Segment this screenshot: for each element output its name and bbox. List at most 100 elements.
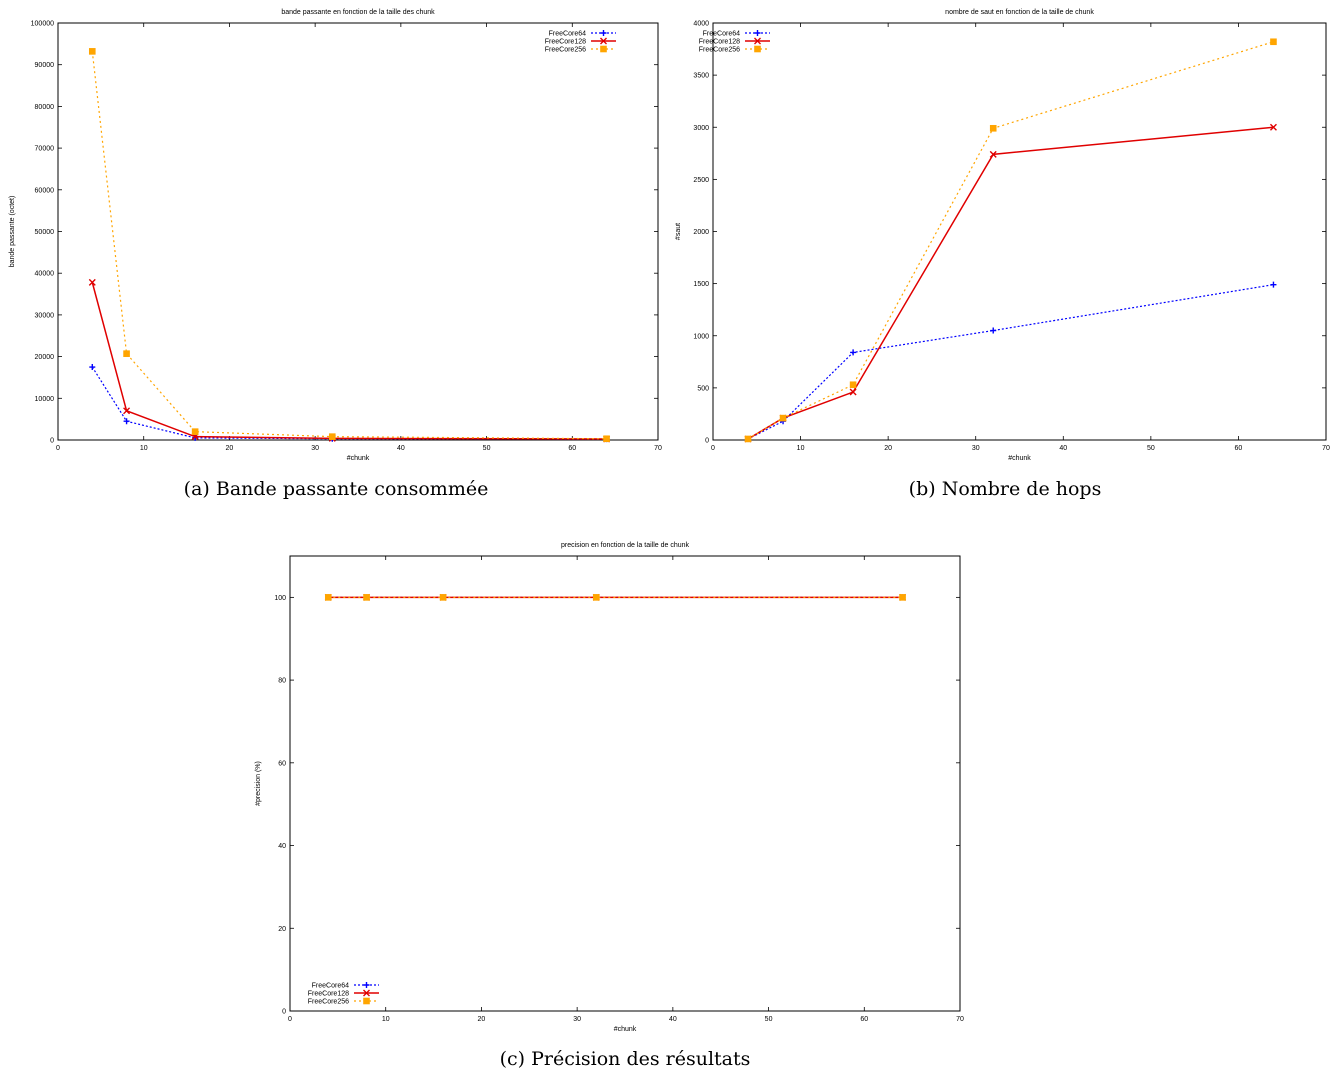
x-tick-label: 50	[483, 445, 491, 452]
x-tick-label: 40	[1059, 445, 1067, 452]
x-axis-label: #chunk	[347, 455, 370, 462]
x-axis-label: #chunk	[1008, 455, 1031, 462]
y-tick-label: 30000	[35, 312, 55, 319]
y-tick-label: 80000	[35, 104, 55, 111]
legend-label: FreeCore256	[699, 47, 740, 54]
y-tick-label: 2000	[693, 229, 709, 236]
x-tick-label: 0	[711, 445, 715, 452]
x-tick-label: 60	[568, 445, 576, 452]
x-tick-label: 50	[1147, 445, 1155, 452]
data-point-FreeCore64	[850, 349, 857, 356]
legend-marker	[600, 37, 607, 45]
data-point-FreeCore256	[592, 594, 600, 601]
y-axis-label: #saut	[675, 223, 682, 240]
data-point-FreeCore256	[779, 414, 787, 422]
y-tick-label: 40000	[35, 271, 55, 278]
legend-label: FreeCore128	[545, 39, 586, 46]
y-tick-label: 1000	[693, 333, 709, 340]
x-tick-label: 40	[669, 1016, 677, 1023]
y-tick-label: 70000	[35, 146, 55, 153]
data-point-FreeCore256	[1270, 38, 1277, 46]
data-point-FreeCore128	[123, 407, 131, 415]
y-tick-label: 60	[278, 760, 286, 767]
data-point-FreeCore256	[439, 594, 447, 601]
y-axis-label: #precision (%)	[255, 761, 262, 806]
legend-marker	[363, 997, 370, 1005]
legend-marker	[754, 45, 761, 53]
y-tick-label: 1500	[693, 281, 709, 288]
legend-label: FreeCore64	[703, 31, 740, 38]
y-tick-label: 50000	[35, 229, 55, 236]
data-point-FreeCore64	[89, 364, 96, 371]
data-point-FreeCore256	[849, 381, 857, 389]
x-tick-label: 20	[884, 445, 892, 452]
data-point-FreeCore256	[603, 435, 610, 443]
legend-label: FreeCore256	[545, 47, 586, 54]
x-tick-label: 50	[765, 1016, 773, 1023]
data-point-FreeCore256	[324, 594, 332, 601]
y-tick-label: 20	[278, 926, 286, 933]
x-tick-label: 60	[860, 1016, 868, 1023]
x-tick-label: 20	[478, 1016, 486, 1023]
legend-marker	[600, 30, 607, 36]
x-tick-label: 20	[226, 445, 234, 452]
plot-frame	[289, 555, 961, 1012]
y-tick-label: 0	[282, 1009, 286, 1016]
data-point-FreeCore256	[88, 48, 96, 55]
x-tick-label: 70	[1322, 445, 1330, 452]
y-tick-label: 90000	[35, 62, 55, 69]
x-tick-label: 70	[654, 445, 662, 452]
legend-marker	[363, 989, 370, 997]
x-tick-label: 30	[972, 445, 980, 452]
chart-title: nombre de saut en fonction de la taille …	[945, 9, 1094, 16]
legend-label: FreeCore64	[312, 983, 349, 990]
legend-marker	[363, 982, 370, 988]
y-tick-label: 10000	[35, 396, 55, 403]
y-tick-label: 100	[274, 595, 286, 602]
data-point-FreeCore256	[191, 428, 199, 435]
data-point-FreeCore256	[363, 594, 370, 601]
x-tick-label: 70	[956, 1016, 964, 1023]
data-point-FreeCore64	[123, 418, 130, 425]
chart-3: precision en fonction de la taille de ch…	[255, 542, 964, 1033]
data-point-FreeCore256	[989, 124, 997, 132]
y-tick-label: 2500	[693, 177, 709, 184]
x-tick-label: 0	[56, 445, 60, 452]
y-axis-label: bande passante (octet)	[9, 196, 16, 268]
caption-a: (a) Bande passante consommée	[183, 478, 489, 500]
y-tick-label: 3000	[693, 125, 709, 132]
caption-c: (c) Précision des résultats	[499, 1048, 751, 1070]
series-line-FreeCore128	[91, 282, 607, 440]
legend-label: FreeCore256	[308, 999, 349, 1006]
legend-label: FreeCore128	[699, 39, 740, 46]
x-tick-label: 60	[1235, 445, 1243, 452]
y-tick-label: 0	[705, 438, 709, 445]
legend-marker	[754, 30, 761, 36]
series-line-FreeCore64	[747, 284, 1274, 440]
x-tick-label: 10	[797, 445, 805, 452]
legend-marker	[600, 45, 607, 53]
data-point-FreeCore256	[328, 433, 336, 440]
x-tick-label: 30	[311, 445, 319, 452]
legend-marker	[754, 37, 761, 45]
legend-label: FreeCore128	[308, 991, 349, 998]
data-point-FreeCore256	[744, 435, 752, 443]
chart-2: nombre de saut en fonction de la taille …	[675, 9, 1330, 462]
x-tick-label: 10	[382, 1016, 390, 1023]
data-point-FreeCore128	[989, 150, 997, 158]
y-tick-label: 4000	[693, 21, 709, 28]
y-tick-label: 40	[278, 843, 286, 850]
y-tick-label: 100000	[31, 21, 54, 28]
chart-1: bande passante en fonction de la taille …	[9, 9, 662, 462]
series-line-FreeCore256	[747, 41, 1274, 440]
plot-frame	[712, 22, 1327, 441]
series-line-FreeCore64	[91, 366, 607, 440]
data-point-FreeCore64	[1270, 281, 1277, 288]
data-point-FreeCore256	[899, 594, 906, 601]
x-axis-label: #chunk	[614, 1026, 637, 1033]
data-point-FreeCore64	[990, 327, 997, 334]
caption-b: (b) Nombre de hops	[908, 478, 1102, 500]
y-tick-label: 500	[697, 385, 709, 392]
chart-title: precision en fonction de la taille de ch…	[561, 542, 690, 549]
